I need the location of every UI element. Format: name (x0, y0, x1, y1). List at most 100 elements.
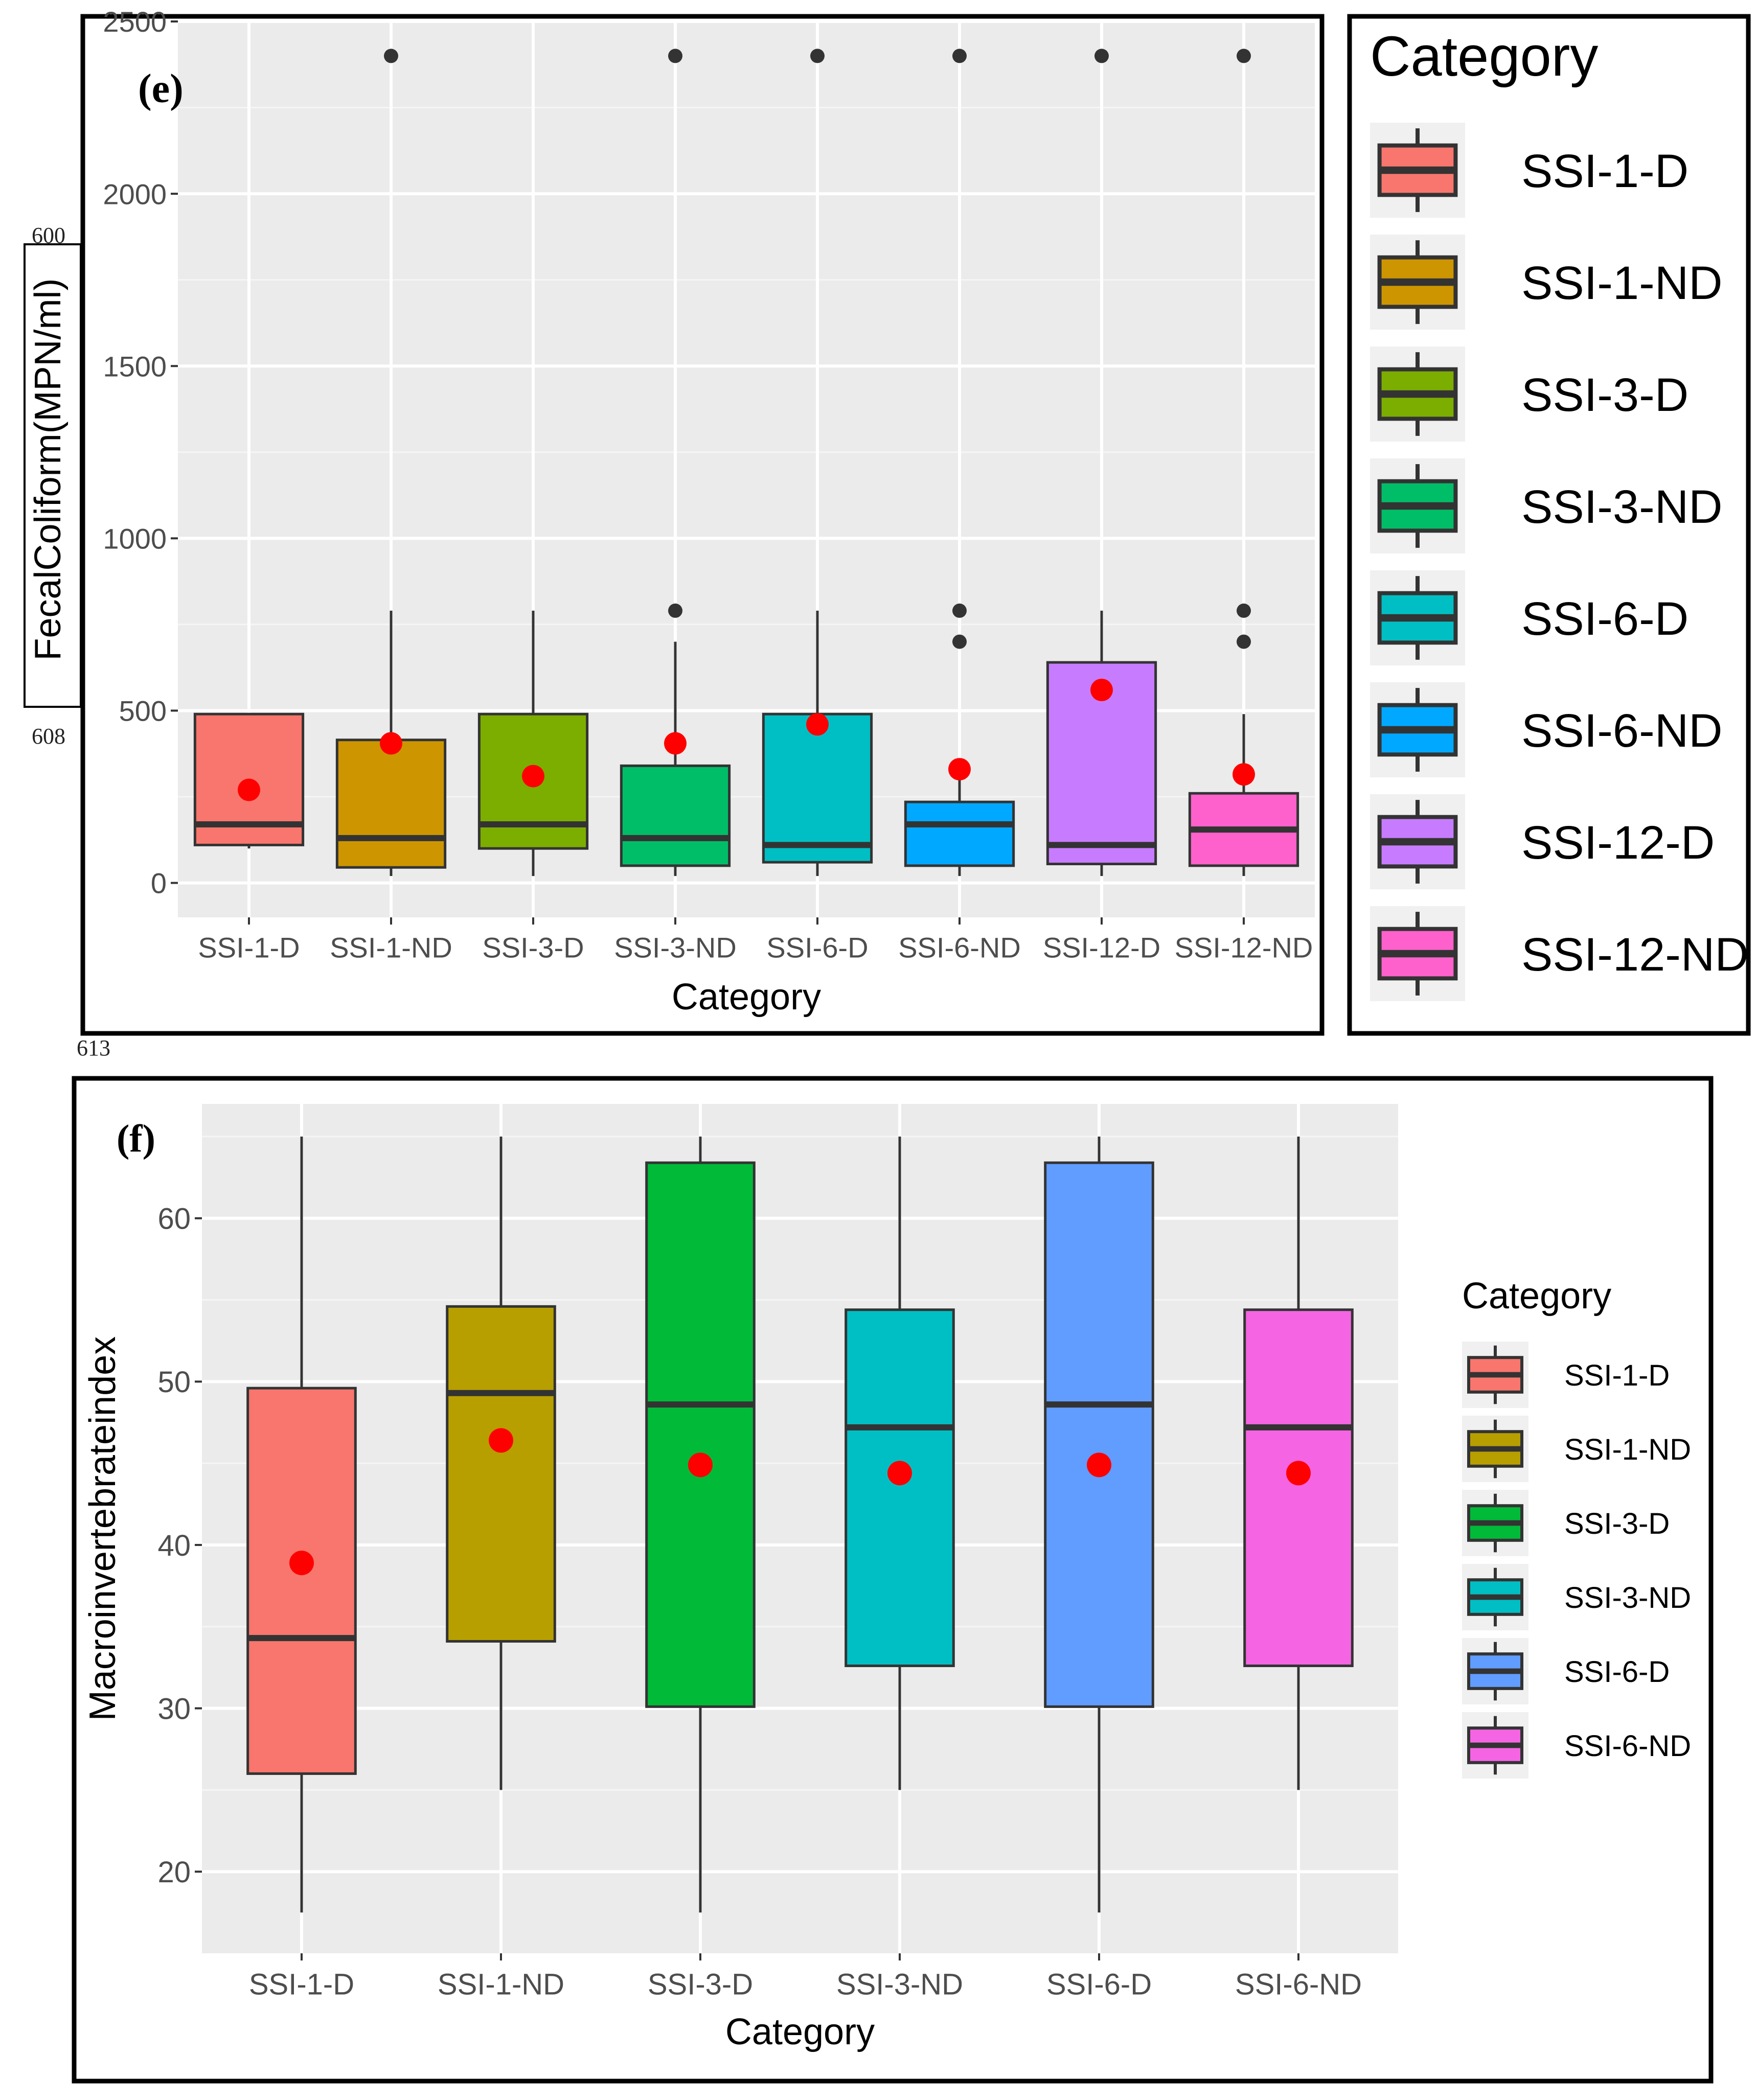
legend-key-ssi-1-nd (1462, 1416, 1528, 1482)
y-tick-label-2500: 2500 (103, 6, 167, 38)
legend-key-ssi-1-d (1370, 123, 1465, 218)
x-tick-label-ssi-1-nd: SSI-1-ND (330, 931, 452, 963)
mean-point-ssi-1-d (289, 1551, 314, 1576)
legend-key-ssi-6-d (1462, 1638, 1528, 1704)
x-tick-label-ssi-12-nd: SSI-12-ND (1175, 931, 1313, 963)
legend-key-ssi-3-nd (1462, 1564, 1528, 1630)
box-ssi-6-nd (1243, 1308, 1354, 1667)
y-tick-label-30: 30 (157, 1692, 191, 1725)
chart-f: 20 30 40 50 60 SSI-1-D SSI-1-ND SSI-3-D SSI-3-ND… (72, 1076, 1714, 2084)
x-tick-label-ssi-6-d: SSI-6-D (1046, 1968, 1152, 2001)
box-ssi-1-nd (335, 739, 447, 869)
legend-label-ssi-1-nd: SSI-1-ND (1564, 1433, 1691, 1466)
box-ssi-6-d (1044, 1161, 1154, 1708)
legend-label-ssi-3-nd: SSI-3-ND (1564, 1581, 1691, 1614)
plot-background (202, 1104, 1398, 1953)
legend-key-ssi-6-nd (1370, 682, 1465, 777)
box-ssi-6-nd (904, 800, 1015, 867)
x-tick-label-ssi-6-d: SSI-6-D (766, 931, 868, 963)
page-number-608: 608 (32, 724, 65, 749)
mean-point-ssi-6-nd (1286, 1461, 1311, 1486)
legend-label-ssi-3-nd: SSI-3-ND (1521, 481, 1723, 533)
outlier-ssi-6-nd-700 (952, 634, 967, 649)
page-number-613: 613 (77, 1035, 110, 1060)
mean-point-ssi-1-nd (380, 732, 402, 755)
box-ssi-6-d (762, 712, 873, 864)
x-axis-title: Category (672, 977, 821, 1018)
x-tick-label-ssi-1-d: SSI-1-D (249, 1968, 354, 2001)
legend-key-ssi-1-nd (1370, 235, 1465, 330)
x-tick-label-ssi-6-nd: SSI-6-ND (898, 931, 1021, 963)
x-tick-label-ssi-3-nd: SSI-3-ND (614, 931, 737, 963)
legend-key-ssi-6-d (1370, 570, 1465, 665)
legend-key-ssi-3-nd (1370, 458, 1465, 553)
legend-label-ssi-12-d: SSI-12-D (1521, 817, 1715, 869)
outlier-ssi-12-nd-700 (1237, 634, 1251, 649)
mean-point-ssi-3-d (522, 765, 544, 788)
legend-label-ssi-1-nd: SSI-1-ND (1521, 257, 1723, 309)
legend-label-ssi-1-d: SSI-1-D (1564, 1359, 1670, 1392)
legend-title: Category (1370, 25, 1598, 88)
legend-label-ssi-6-d: SSI-6-D (1564, 1655, 1670, 1689)
x-axis-title: Category (725, 2012, 875, 2052)
y-tick-label-1500: 1500 (103, 350, 167, 382)
x-tick-label-ssi-3-nd: SSI-3-ND (836, 1968, 963, 2001)
legend-label-ssi-1-d: SSI-1-D (1521, 145, 1688, 197)
y-tick-label-1000: 1000 (103, 523, 167, 555)
outlier-ssi-12-nd-790 (1237, 603, 1251, 618)
box-ssi-3-nd (620, 764, 731, 867)
legend-label-ssi-3-d: SSI-3-D (1521, 369, 1688, 421)
y-tick-label-500: 500 (119, 695, 167, 727)
x-tick-label-ssi-1-d: SSI-1-D (198, 931, 300, 963)
mean-point-ssi-1-d (238, 778, 260, 801)
x-tick-label-ssi-1-nd: SSI-1-ND (438, 1968, 564, 2001)
outlier-ssi-1-nd-2400 (384, 49, 398, 63)
outlier-ssi-12-nd-2400 (1237, 49, 1251, 63)
outlier-ssi-6-nd-2400 (952, 49, 967, 63)
legend-key-ssi-6-nd (1462, 1712, 1528, 1779)
legend-label-ssi-6-nd: SSI-6-ND (1564, 1729, 1691, 1763)
legend-key-ssi-1-d (1462, 1342, 1528, 1408)
y-tick-label-2000: 2000 (103, 178, 167, 210)
y-tick-label-20: 20 (157, 1856, 191, 1889)
legend-key-ssi-12-d (1370, 794, 1465, 889)
box-ssi-3-d (645, 1161, 756, 1708)
box-ssi-1-d (246, 1387, 357, 1775)
y-axis-title: Macroinvertebrateindex (82, 1336, 123, 1721)
y-axis-title-box (24, 243, 82, 708)
panel-label: (f) (117, 1117, 155, 1160)
panel-label: (e) (138, 66, 184, 111)
y-tick-label-40: 40 (157, 1529, 191, 1562)
legend-key-ssi-3-d (1462, 1490, 1528, 1556)
legend-key-ssi-3-d (1370, 347, 1465, 442)
mean-point-ssi-12-d (1090, 679, 1113, 702)
mean-point-ssi-3-nd (887, 1461, 912, 1486)
mean-point-ssi-6-d (1087, 1452, 1111, 1478)
y-tick-label-50: 50 (157, 1366, 191, 1399)
legend-label-ssi-6-d: SSI-6-D (1521, 593, 1688, 645)
y-tick-label-60: 60 (157, 1203, 191, 1236)
mean-point-ssi-3-d (688, 1452, 713, 1478)
mean-point-ssi-1-nd (489, 1428, 513, 1453)
mean-point-ssi-3-nd (664, 732, 687, 755)
outlier-ssi-6-d-2400 (810, 49, 825, 63)
y-axis-title: FecalColiform(MPN/ml) (28, 278, 69, 660)
outlier-ssi-12-d-2400 (1094, 49, 1109, 63)
box-ssi-1-nd (446, 1305, 556, 1643)
mean-point-ssi-12-nd (1233, 763, 1255, 786)
legend-label-ssi-3-d: SSI-3-D (1564, 1507, 1670, 1540)
x-tick-label-ssi-12-d: SSI-12-D (1043, 931, 1160, 963)
x-tick-label-ssi-3-d: SSI-3-D (482, 931, 584, 963)
y-tick-label-0: 0 (151, 867, 167, 899)
outlier-ssi-3-nd-2400 (668, 49, 682, 63)
x-tick-label-ssi-3-d: SSI-3-D (648, 1968, 753, 2001)
outlier-ssi-6-nd-790 (952, 603, 967, 618)
outlier-ssi-3-nd-790 (668, 603, 682, 618)
page-line-numbers: 600 608 613 (32, 223, 110, 1060)
legend-label-ssi-6-nd: SSI-6-ND (1521, 705, 1723, 757)
legend-label-ssi-12-nd: SSI-12-ND (1521, 929, 1749, 981)
legend-key-ssi-12-nd (1370, 906, 1465, 1001)
chart-e: 0 500 1000 1500 2000 2500 SSI-1-D SSI-1-ND SSI-3… (24, 6, 1751, 1036)
mean-point-ssi-6-nd (948, 758, 971, 781)
